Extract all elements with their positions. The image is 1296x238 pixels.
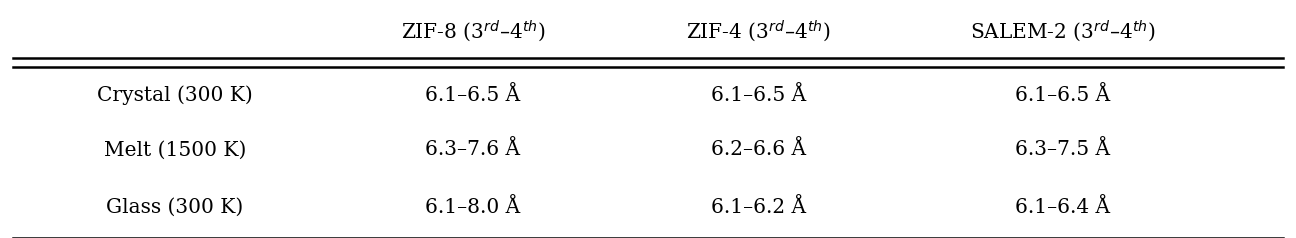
Text: 6.1–6.4 Å: 6.1–6.4 Å bbox=[1015, 198, 1111, 217]
Text: ZIF-4 (3$^{rd}$–4$^{th}$): ZIF-4 (3$^{rd}$–4$^{th}$) bbox=[686, 18, 831, 44]
Text: Glass (300 K): Glass (300 K) bbox=[106, 198, 244, 217]
Text: 6.3–7.5 Å: 6.3–7.5 Å bbox=[1015, 140, 1111, 159]
Text: SALEM-2 (3$^{rd}$–4$^{th}$): SALEM-2 (3$^{rd}$–4$^{th}$) bbox=[969, 18, 1156, 44]
Text: 6.1–8.0 Å: 6.1–8.0 Å bbox=[425, 198, 521, 217]
Text: 6.1–6.2 Å: 6.1–6.2 Å bbox=[710, 198, 806, 217]
Text: 6.3–7.6 Å: 6.3–7.6 Å bbox=[425, 140, 521, 159]
Text: ZIF-8 (3$^{rd}$–4$^{th}$): ZIF-8 (3$^{rd}$–4$^{th}$) bbox=[400, 18, 546, 44]
Text: 6.1–6.5 Å: 6.1–6.5 Å bbox=[1015, 86, 1111, 105]
Text: 6.1–6.5 Å: 6.1–6.5 Å bbox=[710, 86, 806, 105]
Text: 6.1–6.5 Å: 6.1–6.5 Å bbox=[425, 86, 521, 105]
Text: Crystal (300 K): Crystal (300 K) bbox=[97, 85, 253, 105]
Text: 6.2–6.6 Å: 6.2–6.6 Å bbox=[710, 140, 806, 159]
Text: Melt (1500 K): Melt (1500 K) bbox=[104, 140, 246, 159]
